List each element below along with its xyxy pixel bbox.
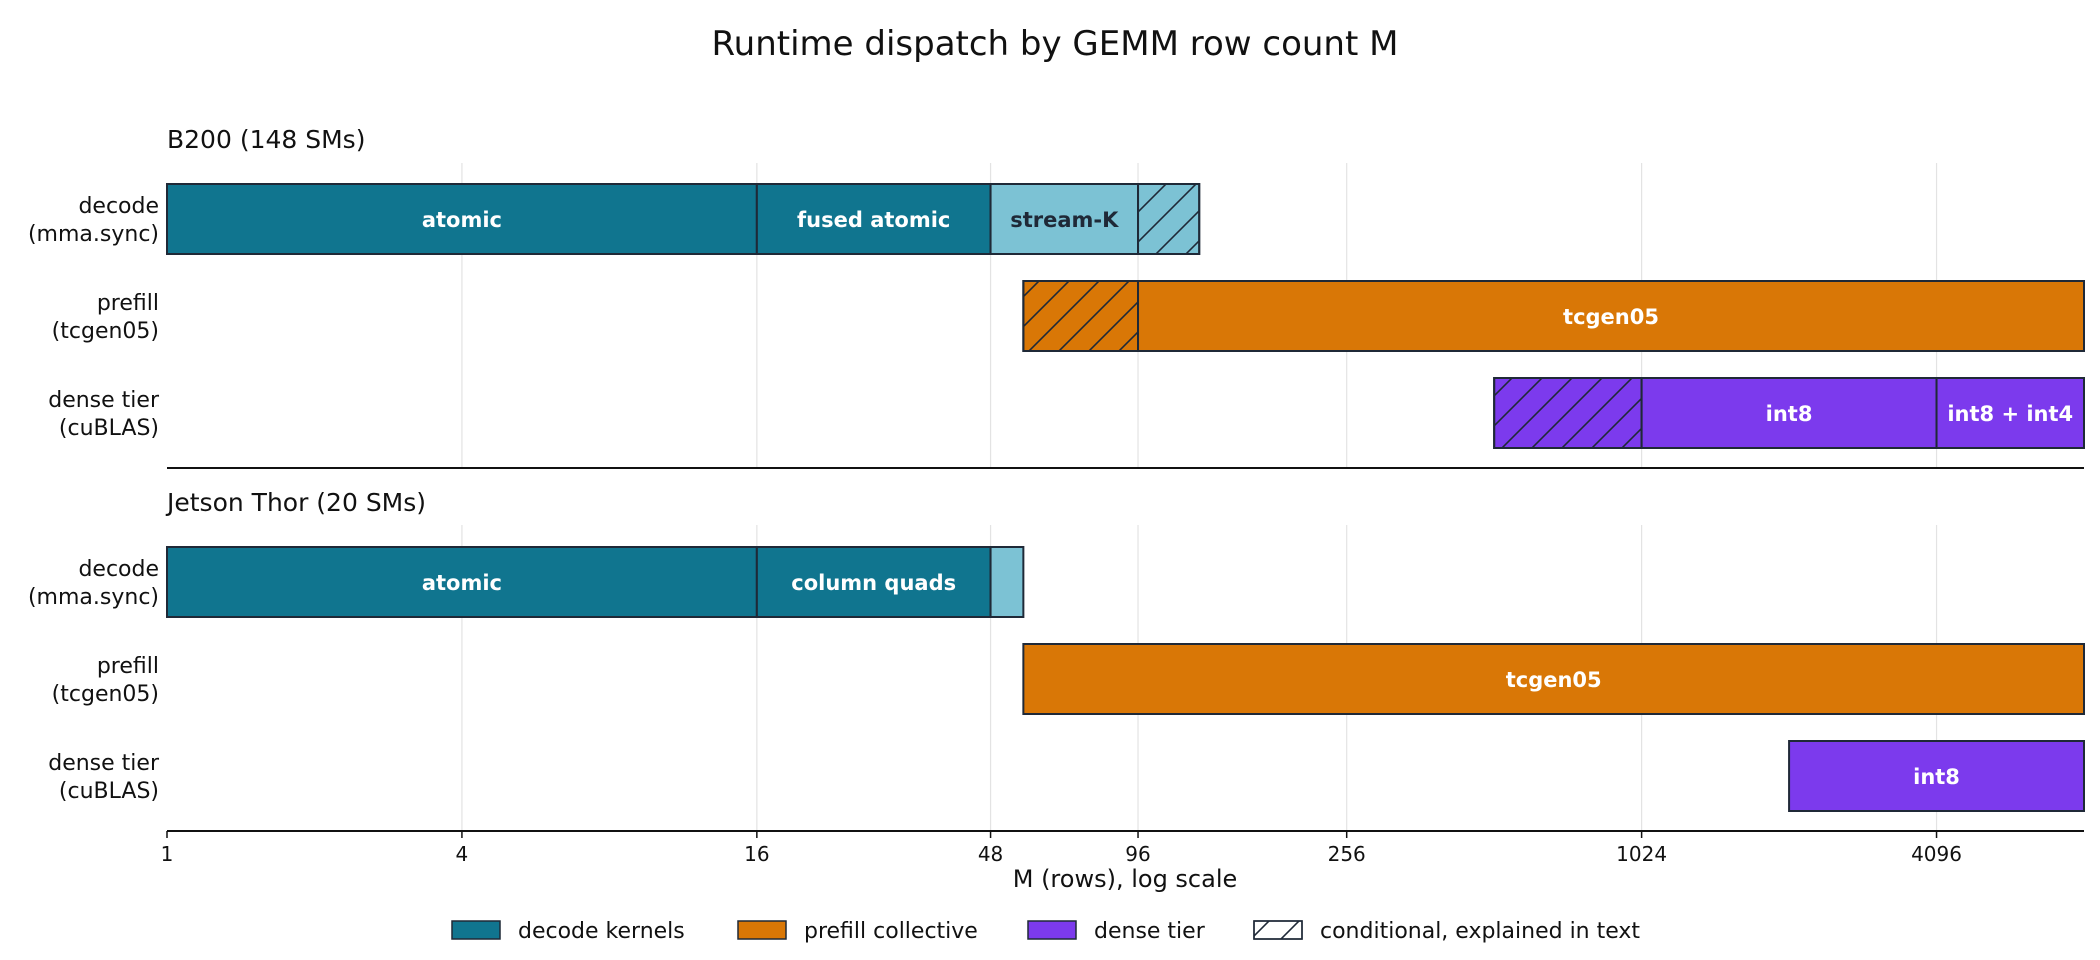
bar-segment <box>1935 377 2085 449</box>
x-tick-label: 16 <box>744 842 769 866</box>
row-label: dense tier (cuBLAS) <box>48 388 160 441</box>
bar-segment <box>755 183 992 255</box>
bar-segment <box>755 546 992 618</box>
x-tick-label: 256 <box>1328 842 1366 866</box>
segment-label: fused atomic <box>797 208 950 232</box>
bar-segment <box>989 183 1140 255</box>
bar-segment <box>1137 280 2085 352</box>
x-tick-label: 1024 <box>1616 842 1667 866</box>
panel-0: B200 (148 SMs) decode (mma.sync) atomic fuse… <box>28 125 2085 469</box>
row-label: dense tier (cuBLAS) <box>48 751 160 804</box>
row-1-0: decode (mma.sync) atomic column quads <box>28 546 1025 618</box>
row-label: decode (mma.sync) <box>28 194 159 247</box>
panel-title: Jetson Thor (20 SMs) <box>165 488 426 517</box>
segment-label: tcgen05 <box>1563 305 1659 329</box>
plot-area: B200 (148 SMs) decode (mma.sync) atomic fuse… <box>28 125 2086 866</box>
panel-1: Jetson Thor (20 SMs) decode (mma.sync) atom… <box>28 488 2086 832</box>
legend-swatch <box>737 920 787 940</box>
x-axis: 1 4 16 48 96 256 1024 4096 <box>161 831 1962 866</box>
legend-item: conditional, explained in text <box>1253 919 1640 944</box>
x-axis-label: M (rows), log scale <box>1013 865 1238 893</box>
bar-segment <box>1788 740 2085 812</box>
x-tick-label: 4096 <box>1911 842 1962 866</box>
legend-label: prefill collective <box>804 919 978 944</box>
legend-item: dense tier <box>1027 919 1206 944</box>
bar-segment <box>1022 643 2086 715</box>
bar-segment <box>166 183 758 255</box>
legend-swatch <box>1027 920 1077 940</box>
legend-label: conditional, explained in text <box>1320 919 1640 944</box>
x-tick-label: 48 <box>978 842 1003 866</box>
panel-title: B200 (148 SMs) <box>167 125 365 154</box>
legend-hatch <box>1253 920 1303 940</box>
row-0-0: decode (mma.sync) atomic fused atomic stream… <box>28 183 1201 255</box>
legend-label: decode kernels <box>518 919 685 944</box>
segment-label: stream-K <box>1010 208 1119 232</box>
segment-label: atomic <box>422 571 502 595</box>
row-label: prefill (tcgen05) <box>52 654 159 707</box>
row-1-1: prefill (tcgen05) tcgen05 <box>52 643 2086 715</box>
x-tick-label: 1 <box>161 842 174 866</box>
segment-label: column quads <box>791 571 956 595</box>
bar-segment <box>989 546 1025 618</box>
segment-label: int8 <box>1913 765 1960 789</box>
row-label: decode (mma.sync) <box>28 557 159 610</box>
legend-label: dense tier <box>1094 919 1206 944</box>
legend: decode kernels prefill collective dense ti… <box>451 919 1640 944</box>
hatch-overlay <box>1022 280 1140 352</box>
row-1-2: dense tier (cuBLAS) int8 <box>48 740 2085 812</box>
segment-label: int8 <box>1766 402 1813 426</box>
segment-label: tcgen05 <box>1506 668 1602 692</box>
hatch-overlay <box>1137 183 1201 255</box>
x-tick-label: 4 <box>456 842 469 866</box>
bar-segment <box>166 546 758 618</box>
row-label: prefill (tcgen05) <box>52 291 159 344</box>
row-0-1: prefill (tcgen05) tcgen05 <box>52 280 2085 352</box>
row-0-2: dense tier (cuBLAS) int8 int8 + int4 <box>48 377 2085 449</box>
segment-label: int8 + int4 <box>1947 402 2073 426</box>
legend-item: prefill collective <box>737 919 978 944</box>
legend-swatch <box>451 920 501 940</box>
hatch-overlay <box>1493 377 1643 449</box>
legend-item: decode kernels <box>451 919 685 944</box>
x-tick-label: 96 <box>1125 842 1150 866</box>
segment-label: atomic <box>422 208 502 232</box>
chart-title: Runtime dispatch by GEMM row count M <box>712 24 1399 64</box>
